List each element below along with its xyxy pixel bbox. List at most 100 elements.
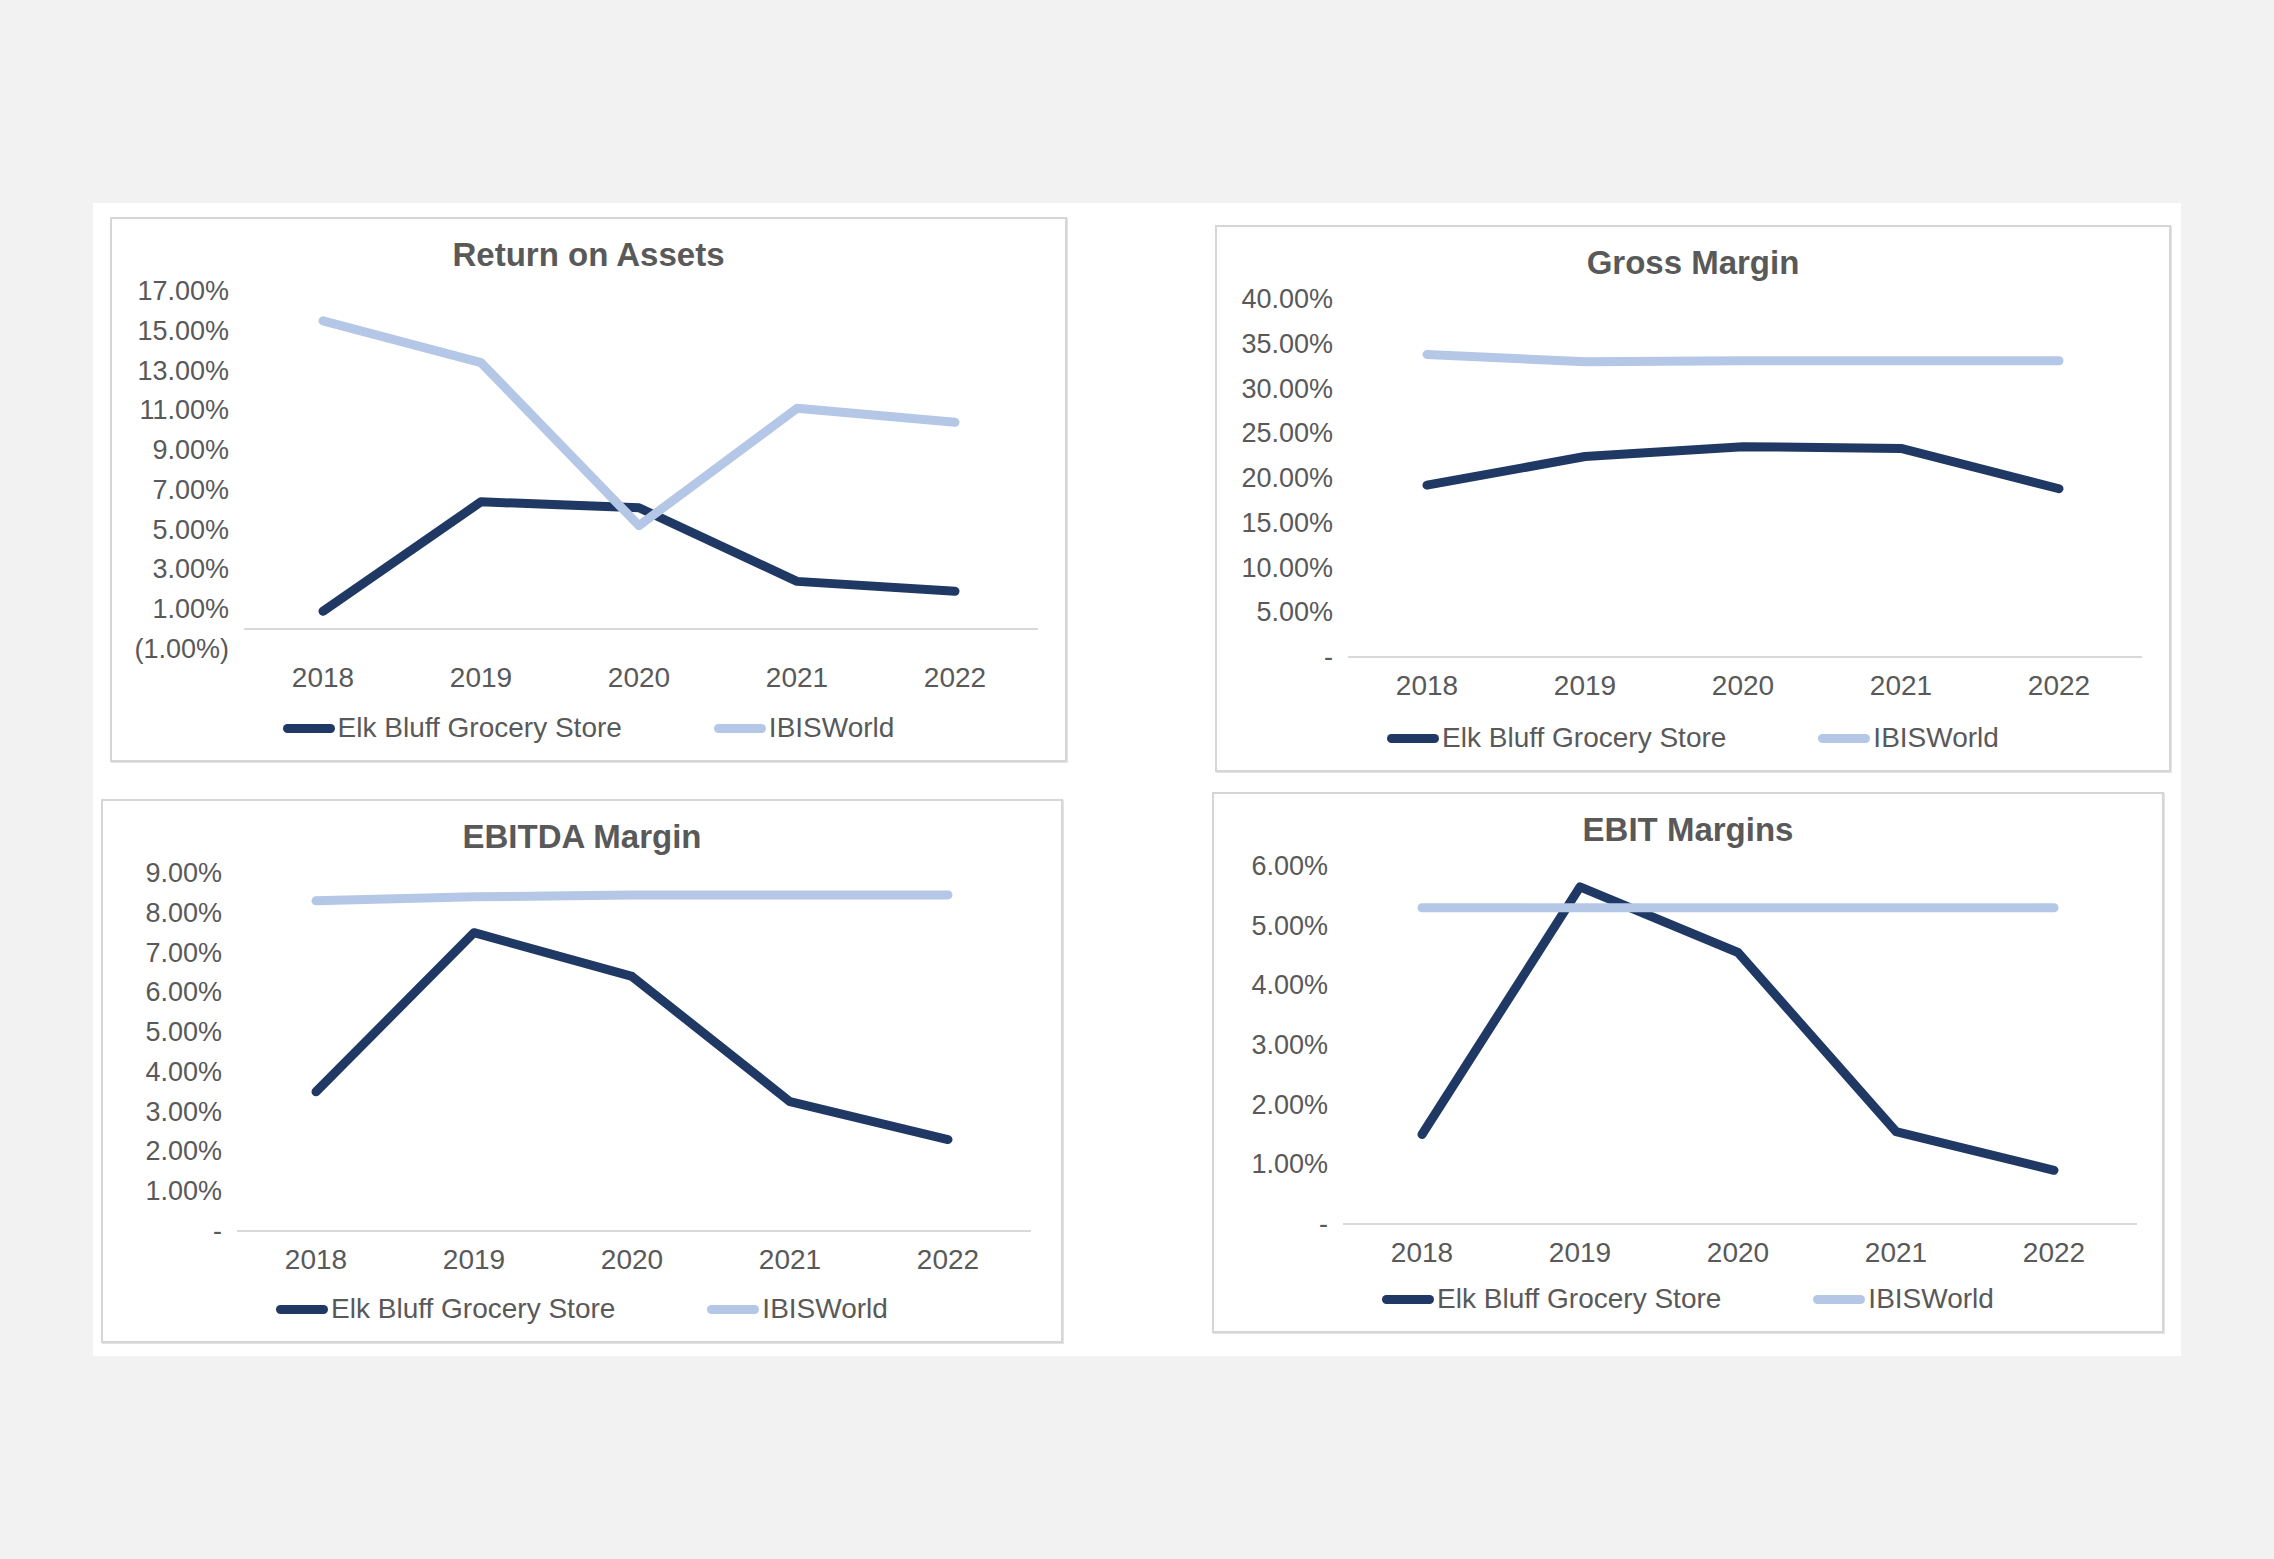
x-tick-label: 2021 [759, 1244, 821, 1275]
return-on-assets-plot: 17.00%15.00%13.00%11.00%9.00%7.00%5.00%3… [129, 277, 1049, 702]
legend-label: IBISWorld [769, 712, 895, 744]
x-tick-label: 2019 [449, 662, 511, 693]
y-tick-label: 5.00% [152, 514, 229, 544]
y-tick-label: 11.00% [139, 395, 229, 425]
legend-item-ibisworld: IBISWorld [1813, 1283, 1994, 1315]
y-tick-label: 6.00% [145, 977, 222, 1007]
y-tick-label: 15.00% [137, 315, 229, 345]
y-tick-label: 6.00% [1251, 852, 1328, 881]
ebit-margins-plot: 6.00% 5.00% 4.00% 3.00% 2.00% 1.00% - 2018 2019 2… [1228, 852, 2148, 1277]
x-tick-label: 2022 [2023, 1237, 2085, 1268]
x-tick-label: 2018 [1396, 670, 1458, 701]
chart-title: Gross Margin [1587, 243, 1800, 283]
ibisworld-legend-swatch [1818, 734, 1870, 743]
chart-legend: Elk Bluff Grocery Store IBISWorld [276, 1293, 888, 1325]
chart-legend: Elk Bluff Grocery Store IBISWorld [1387, 722, 1999, 754]
ibisworld-legend-swatch [714, 724, 766, 733]
y-tick-label: 3.00% [1251, 1030, 1328, 1060]
x-tick-label: 2020 [1707, 1237, 1769, 1268]
chart-legend: Elk Bluff Grocery Store IBISWorld [283, 712, 895, 744]
x-tick-label: 2019 [1549, 1237, 1611, 1268]
y-tick-label: 17.00% [137, 277, 229, 306]
y-tick-label: 3.00% [152, 554, 229, 584]
legend-item-ibisworld: IBISWorld [714, 712, 895, 744]
y-tick-label: 30.00% [1241, 373, 1333, 403]
ibisworld-line [323, 320, 955, 525]
elk-bluff-grocery-store-line [1427, 446, 2059, 488]
x-tick-label: 2018 [1391, 1237, 1453, 1268]
legend-item-elk-bluff: Elk Bluff Grocery Store [283, 712, 622, 744]
y-tick-label: 4.00% [1251, 970, 1328, 1000]
ibisworld-line [316, 894, 948, 900]
y-tick-label: 20.00% [1241, 463, 1333, 493]
charts-panel: Return on Assets 17.00%15.00%13.00%11.00… [93, 203, 2181, 1356]
y-tick-label: 35.00% [1241, 328, 1333, 358]
y-tick-label: - [1319, 1209, 1328, 1239]
y-tick-label: 7.00% [145, 937, 222, 967]
elk-bluff-grocery-store-line [316, 932, 948, 1139]
y-tick-label: 9.00% [152, 435, 229, 465]
x-tick-label: 2021 [1865, 1237, 1927, 1268]
y-tick-label: 2.00% [1251, 1089, 1328, 1119]
ibisworld-line [1427, 354, 2059, 361]
y-tick-label: 10.00% [1241, 552, 1333, 582]
chart-card-ebit-margins: EBIT Margins 6.00% 5.00% 4.00% 3.00% 2.00% 1.… [1212, 792, 2164, 1333]
y-tick-label: 1.00% [145, 1176, 222, 1206]
elk-bluff-grocery-store-line [323, 501, 955, 610]
chart-title: EBITDA Margin [463, 817, 702, 857]
ebitda-margin-plot: 9.00%8.00%7.00%6.00%5.00%4.00%3.00%2.00%… [122, 859, 1042, 1284]
x-tick-label: 2021 [765, 662, 827, 693]
ibisworld-legend-swatch [707, 1305, 759, 1314]
y-tick-label: - [1324, 642, 1333, 672]
x-tick-label: 2019 [1554, 670, 1616, 701]
elk-bluff-legend-swatch [1387, 734, 1439, 743]
x-tick-label: 2020 [607, 662, 669, 693]
x-tick-label: 2019 [443, 1244, 505, 1275]
legend-label: Elk Bluff Grocery Store [338, 712, 622, 744]
legend-label: IBISWorld [1868, 1283, 1994, 1315]
x-tick-label: 2018 [285, 1244, 347, 1275]
legend-label: Elk Bluff Grocery Store [1442, 722, 1726, 754]
legend-label: Elk Bluff Grocery Store [1437, 1283, 1721, 1315]
chart-title: Return on Assets [453, 235, 725, 275]
y-tick-label: 15.00% [1241, 507, 1333, 537]
y-tick-label: 5.00% [1251, 910, 1328, 940]
legend-label: Elk Bluff Grocery Store [331, 1293, 615, 1325]
y-tick-label: 7.00% [152, 474, 229, 504]
y-tick-label: - [213, 1216, 222, 1246]
legend-label: IBISWorld [762, 1293, 888, 1325]
x-tick-label: 2022 [917, 1244, 979, 1275]
y-tick-label: 4.00% [145, 1056, 222, 1086]
x-tick-label: 2020 [601, 1244, 663, 1275]
legend-label: IBISWorld [1873, 722, 1999, 754]
y-tick-label: 8.00% [145, 897, 222, 927]
legend-item-elk-bluff: Elk Bluff Grocery Store [276, 1293, 615, 1325]
x-tick-label: 2021 [1870, 670, 1932, 701]
y-tick-label: 25.00% [1241, 418, 1333, 448]
legend-item-ibisworld: IBISWorld [707, 1293, 888, 1325]
y-tick-label: 3.00% [145, 1096, 222, 1126]
ibisworld-legend-swatch [1813, 1295, 1865, 1304]
chart-card-ebitda-margin: EBITDA Margin 9.00%8.00%7.00%6.00%5.00%4… [101, 799, 1063, 1343]
x-tick-label: 2022 [2028, 670, 2090, 701]
gross-margin-plot: 40.00% 35.00% 30.00% 25.00% 20.00% 15.00% 10.0… [1233, 285, 2153, 710]
elk-bluff-legend-swatch [283, 724, 335, 733]
elk-bluff-legend-swatch [276, 1305, 328, 1314]
y-tick-label: 1.00% [152, 594, 229, 624]
y-tick-label: 1.00% [1251, 1149, 1328, 1179]
chart-card-gross-margin: Gross Margin 40.00% 35.00% 30.00% 25.00% 20.… [1215, 225, 2171, 772]
y-tick-label: 5.00% [1256, 597, 1333, 627]
legend-item-elk-bluff: Elk Bluff Grocery Store [1382, 1283, 1721, 1315]
legend-item-elk-bluff: Elk Bluff Grocery Store [1387, 722, 1726, 754]
y-tick-label: 2.00% [145, 1136, 222, 1166]
y-tick-label: 40.00% [1241, 285, 1333, 314]
page-background: { "theme": { "page_background": "#F2F2F2… [0, 0, 2274, 1559]
elk-bluff-legend-swatch [1382, 1295, 1434, 1304]
y-tick-label: 9.00% [145, 859, 222, 888]
elk-bluff-grocery-store-line [1422, 886, 2054, 1169]
x-tick-label: 2020 [1712, 670, 1774, 701]
legend-item-ibisworld: IBISWorld [1818, 722, 1999, 754]
chart-title: EBIT Margins [1583, 810, 1794, 850]
chart-card-return-on-assets: Return on Assets 17.00%15.00%13.00%11.00… [110, 217, 1067, 762]
y-tick-label: (1.00%) [134, 634, 229, 664]
